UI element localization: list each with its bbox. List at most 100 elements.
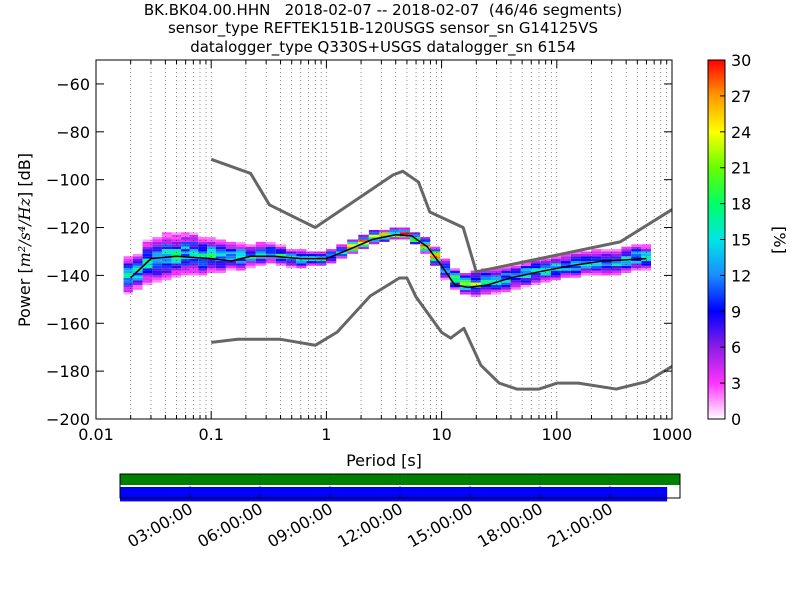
psd-density-cell bbox=[245, 258, 256, 262]
psd-density-cell bbox=[255, 263, 266, 266]
psd-density-cell bbox=[207, 258, 216, 262]
psd-density-cell bbox=[161, 273, 172, 276]
psd-density-cell bbox=[152, 265, 162, 269]
psd-density-cell bbox=[611, 249, 622, 252]
psd-density-cell bbox=[450, 268, 460, 271]
psd-density-cell bbox=[152, 270, 162, 273]
psd-density-cell bbox=[161, 237, 172, 240]
psd-density-cell bbox=[480, 284, 491, 288]
psd-density-cell bbox=[181, 258, 190, 262]
psd-density-cell bbox=[245, 244, 256, 247]
psd-density-cell bbox=[198, 249, 208, 252]
psd-density-cell bbox=[236, 261, 246, 264]
psd-density-cell bbox=[358, 239, 369, 242]
x-tick-label: 1000 bbox=[652, 425, 693, 444]
psd-density-cell bbox=[181, 268, 190, 271]
psd-density-cell bbox=[368, 232, 380, 235]
psd-density-cell bbox=[560, 253, 571, 257]
psd-density-cell bbox=[601, 270, 612, 273]
psd-density-cell bbox=[161, 277, 172, 281]
psd-density-cell bbox=[641, 253, 652, 257]
psd-density-cell bbox=[550, 270, 561, 273]
psd-density-cell bbox=[389, 232, 400, 235]
psd-density-cell bbox=[207, 265, 216, 269]
psd-density-cell bbox=[420, 251, 431, 254]
psd-density-cell bbox=[189, 251, 199, 254]
psd-density-cell bbox=[580, 251, 592, 254]
psd-density-cell bbox=[591, 268, 602, 271]
psd-density-cell bbox=[152, 275, 162, 278]
psd-density-cell bbox=[171, 270, 182, 273]
psd-density-cell bbox=[245, 251, 256, 254]
x-tick-label: 100 bbox=[542, 425, 573, 444]
psd-density-cell bbox=[530, 275, 541, 278]
psd-density-cell bbox=[198, 241, 208, 245]
psd-density-cell bbox=[316, 258, 327, 262]
psd-density-cell bbox=[225, 261, 237, 264]
psd-density-cell bbox=[641, 261, 652, 264]
psd-density-cell bbox=[520, 284, 531, 288]
psd-density-cell bbox=[450, 273, 460, 276]
psd-density-cell bbox=[520, 265, 531, 269]
psd-density-cell bbox=[368, 239, 380, 242]
psd-density-cell bbox=[470, 287, 481, 290]
psd-density-cell bbox=[181, 244, 190, 247]
psd-density-cell bbox=[152, 237, 162, 240]
psd-density-cell bbox=[171, 241, 182, 245]
psd-density-cell bbox=[631, 263, 642, 266]
psd-density-cell bbox=[296, 256, 307, 259]
psd-density-cell bbox=[611, 253, 622, 257]
psd-density-cell bbox=[591, 256, 602, 259]
psd-density-cell bbox=[440, 268, 451, 271]
psd-density-cell bbox=[152, 277, 162, 281]
psd-density-cell bbox=[550, 265, 561, 269]
psd-density-cell bbox=[420, 239, 431, 242]
psd-density-cell bbox=[611, 261, 622, 264]
psd-density-cell bbox=[631, 268, 642, 271]
psd-density-cell bbox=[198, 263, 208, 266]
psd-density-cell bbox=[621, 261, 632, 264]
psd-density-cell bbox=[326, 261, 337, 264]
psd-density-cell bbox=[171, 237, 182, 240]
psd-density-cell bbox=[520, 277, 531, 281]
psd-density-cell bbox=[225, 246, 237, 250]
psd-density-cell bbox=[450, 275, 460, 278]
psd-density-cell bbox=[631, 265, 642, 269]
psd-density-cell bbox=[265, 241, 276, 245]
psd-density-cell bbox=[189, 237, 199, 240]
y-axis-label-suffix: ] [dB] bbox=[15, 153, 34, 198]
psd-density-cell bbox=[236, 253, 246, 257]
psd-density-cell bbox=[198, 268, 208, 271]
psd-density-cell bbox=[123, 292, 133, 295]
colorbar-tick-label: 27 bbox=[731, 87, 751, 106]
psd-density-cell bbox=[591, 249, 602, 252]
psd-density-cell bbox=[570, 258, 581, 262]
psd-density-cell bbox=[336, 249, 348, 252]
psd-density-cell bbox=[132, 263, 143, 266]
psd-density-cell bbox=[540, 280, 551, 283]
psd-density-cell bbox=[570, 253, 581, 257]
psd-density-cell bbox=[161, 251, 172, 254]
psd-density-cell bbox=[440, 273, 451, 276]
availability-time-label: 09:00:00 bbox=[264, 499, 336, 551]
psd-density-cell bbox=[631, 253, 642, 257]
psd-density-cell bbox=[132, 287, 143, 290]
psd-density-cell bbox=[368, 237, 380, 240]
psd-density-cell bbox=[142, 277, 153, 281]
psd-density-cell bbox=[215, 246, 226, 250]
psd-density-cell bbox=[142, 282, 153, 285]
psd-density-cell bbox=[306, 258, 317, 262]
psd-density-cell bbox=[207, 253, 216, 257]
availability-time-label: 15:00:00 bbox=[404, 499, 476, 551]
psd-density-cell bbox=[560, 258, 571, 262]
psd-density-cell bbox=[265, 253, 276, 257]
psd-density-cell bbox=[550, 263, 561, 266]
psd-density-cell bbox=[207, 261, 216, 264]
psd-density-cell bbox=[490, 275, 502, 278]
psd-density-cell bbox=[207, 268, 216, 271]
psd-density-cell bbox=[501, 282, 511, 285]
psd-density-cell bbox=[152, 239, 162, 242]
psd-density-cell bbox=[245, 263, 256, 266]
psd-density-cell bbox=[430, 261, 441, 264]
psd-density-cell bbox=[255, 249, 266, 252]
